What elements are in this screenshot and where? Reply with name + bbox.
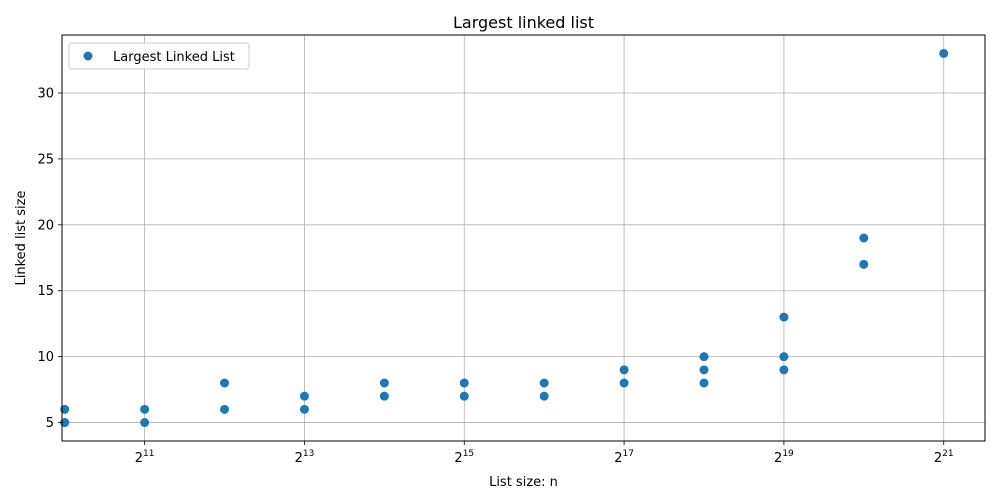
scatter-point <box>299 391 309 401</box>
chart-title: Largest linked list <box>453 13 594 32</box>
x-tick-exponent: 21 <box>942 449 953 459</box>
y-tick-label: 5 <box>46 416 54 431</box>
legend-label: Largest Linked List <box>113 50 235 65</box>
scatter-point <box>299 404 309 414</box>
scatter-point <box>699 365 709 375</box>
y-tick-label: 15 <box>37 284 54 299</box>
x-tick-base: 2 <box>934 451 942 466</box>
scatter-point <box>379 378 389 388</box>
scatter-point <box>140 418 150 428</box>
x-tick-label: 213 <box>295 449 315 466</box>
scatter-point <box>539 391 549 401</box>
scatter-point <box>939 48 949 58</box>
scatter-point <box>859 259 869 269</box>
x-axis-ticks: 211 213 215 217 219 221 <box>135 441 954 466</box>
x-tick-base: 2 <box>295 451 303 466</box>
y-tick-label: 10 <box>37 350 54 365</box>
scatter-point <box>699 352 709 362</box>
x-tick-base: 2 <box>774 451 782 466</box>
legend: Largest Linked List <box>68 42 250 70</box>
scatter-point <box>539 378 549 388</box>
scatter-point <box>379 391 389 401</box>
scatter-point <box>779 365 789 375</box>
x-tick-label: 215 <box>454 449 474 466</box>
x-tick-label: 211 <box>135 449 155 466</box>
x-tick-base: 2 <box>454 451 462 466</box>
x-tick-label: 219 <box>774 449 794 466</box>
scatter-point <box>619 378 629 388</box>
y-tick-label: 20 <box>37 218 54 233</box>
x-tick-exponent: 11 <box>143 449 154 459</box>
data-points <box>60 48 949 428</box>
x-tick-label: 221 <box>934 449 954 466</box>
scatter-point <box>459 391 469 401</box>
scatter-point <box>699 378 709 388</box>
scatter-point <box>459 378 469 388</box>
x-tick-label: 217 <box>614 449 634 466</box>
scatter-point <box>859 233 869 243</box>
scatter-point <box>220 404 230 414</box>
grid <box>62 35 985 441</box>
y-tick-label: 30 <box>37 87 54 102</box>
legend-marker <box>83 51 93 61</box>
x-tick-exponent: 17 <box>623 449 634 459</box>
x-axis-label: List size: n <box>489 475 558 490</box>
y-tick-label: 25 <box>37 152 54 167</box>
plot-frame <box>61 34 986 442</box>
x-tick-exponent: 15 <box>463 449 474 459</box>
scatter-point <box>779 352 789 362</box>
x-tick-base: 2 <box>135 451 143 466</box>
x-tick-exponent: 13 <box>303 449 314 459</box>
scatter-point <box>140 404 150 414</box>
scatter-point <box>779 312 789 322</box>
y-axis-label: Linked list size <box>14 191 29 286</box>
scatter-point <box>619 365 629 375</box>
y-axis-ticks: 5 10 15 20 25 30 <box>37 87 62 431</box>
legend-box <box>68 42 250 70</box>
x-tick-base: 2 <box>614 451 622 466</box>
scatter-point <box>220 378 230 388</box>
x-tick-exponent: 19 <box>782 449 794 459</box>
